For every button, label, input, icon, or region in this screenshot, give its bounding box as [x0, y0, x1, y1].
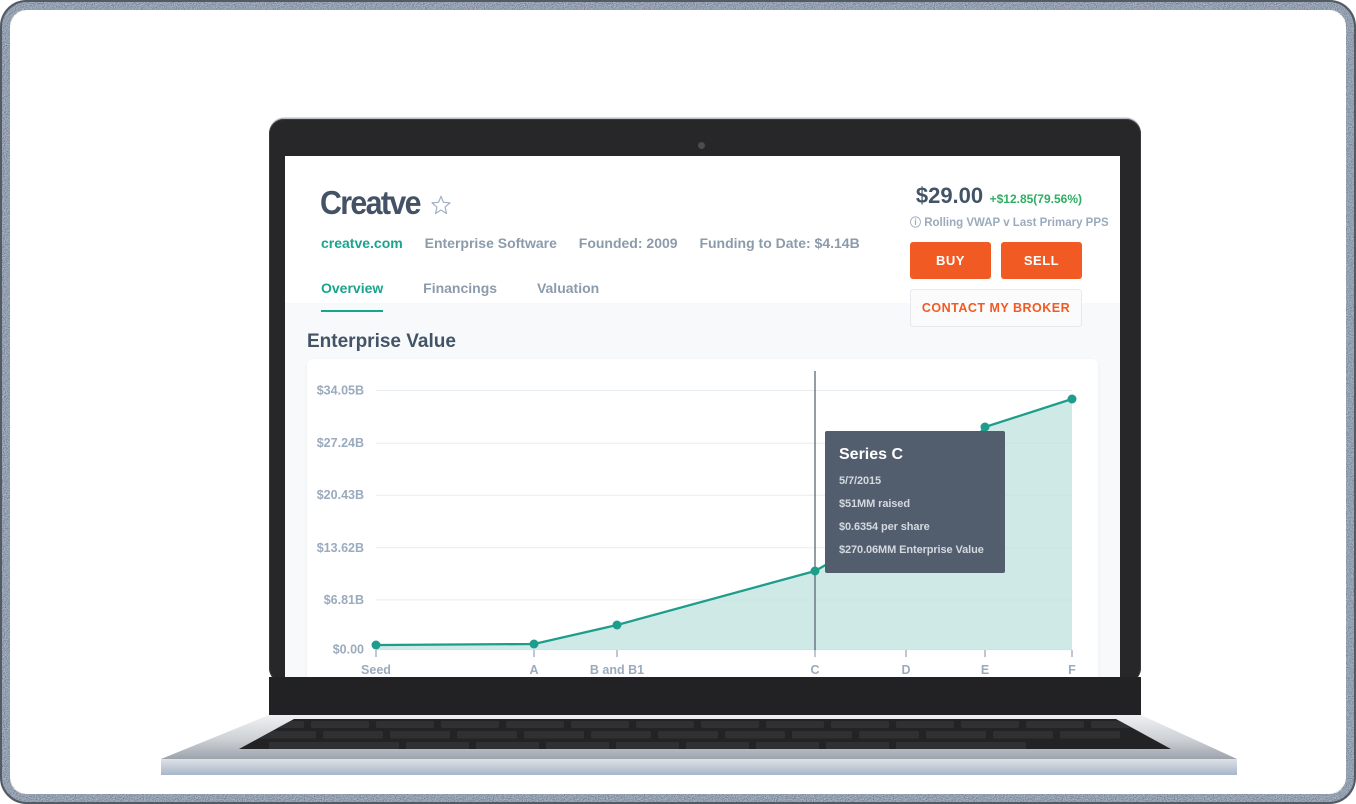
svg-text:$13.62B: $13.62B	[317, 541, 364, 555]
svg-text:C: C	[810, 663, 819, 677]
svg-text:F: F	[1068, 663, 1076, 677]
svg-text:$6.81B: $6.81B	[324, 593, 364, 607]
svg-text:Seed: Seed	[361, 663, 391, 677]
svg-text:$34.05B: $34.05B	[317, 384, 364, 398]
svg-text:E: E	[981, 663, 989, 677]
svg-text:D: D	[901, 663, 910, 677]
svg-text:A: A	[529, 663, 538, 677]
svg-text:$0.00: $0.00	[333, 643, 364, 657]
svg-text:$20.43B: $20.43B	[317, 488, 364, 502]
svg-text:B and B1: B and B1	[590, 663, 644, 677]
svg-text:$27.24B: $27.24B	[317, 436, 364, 450]
